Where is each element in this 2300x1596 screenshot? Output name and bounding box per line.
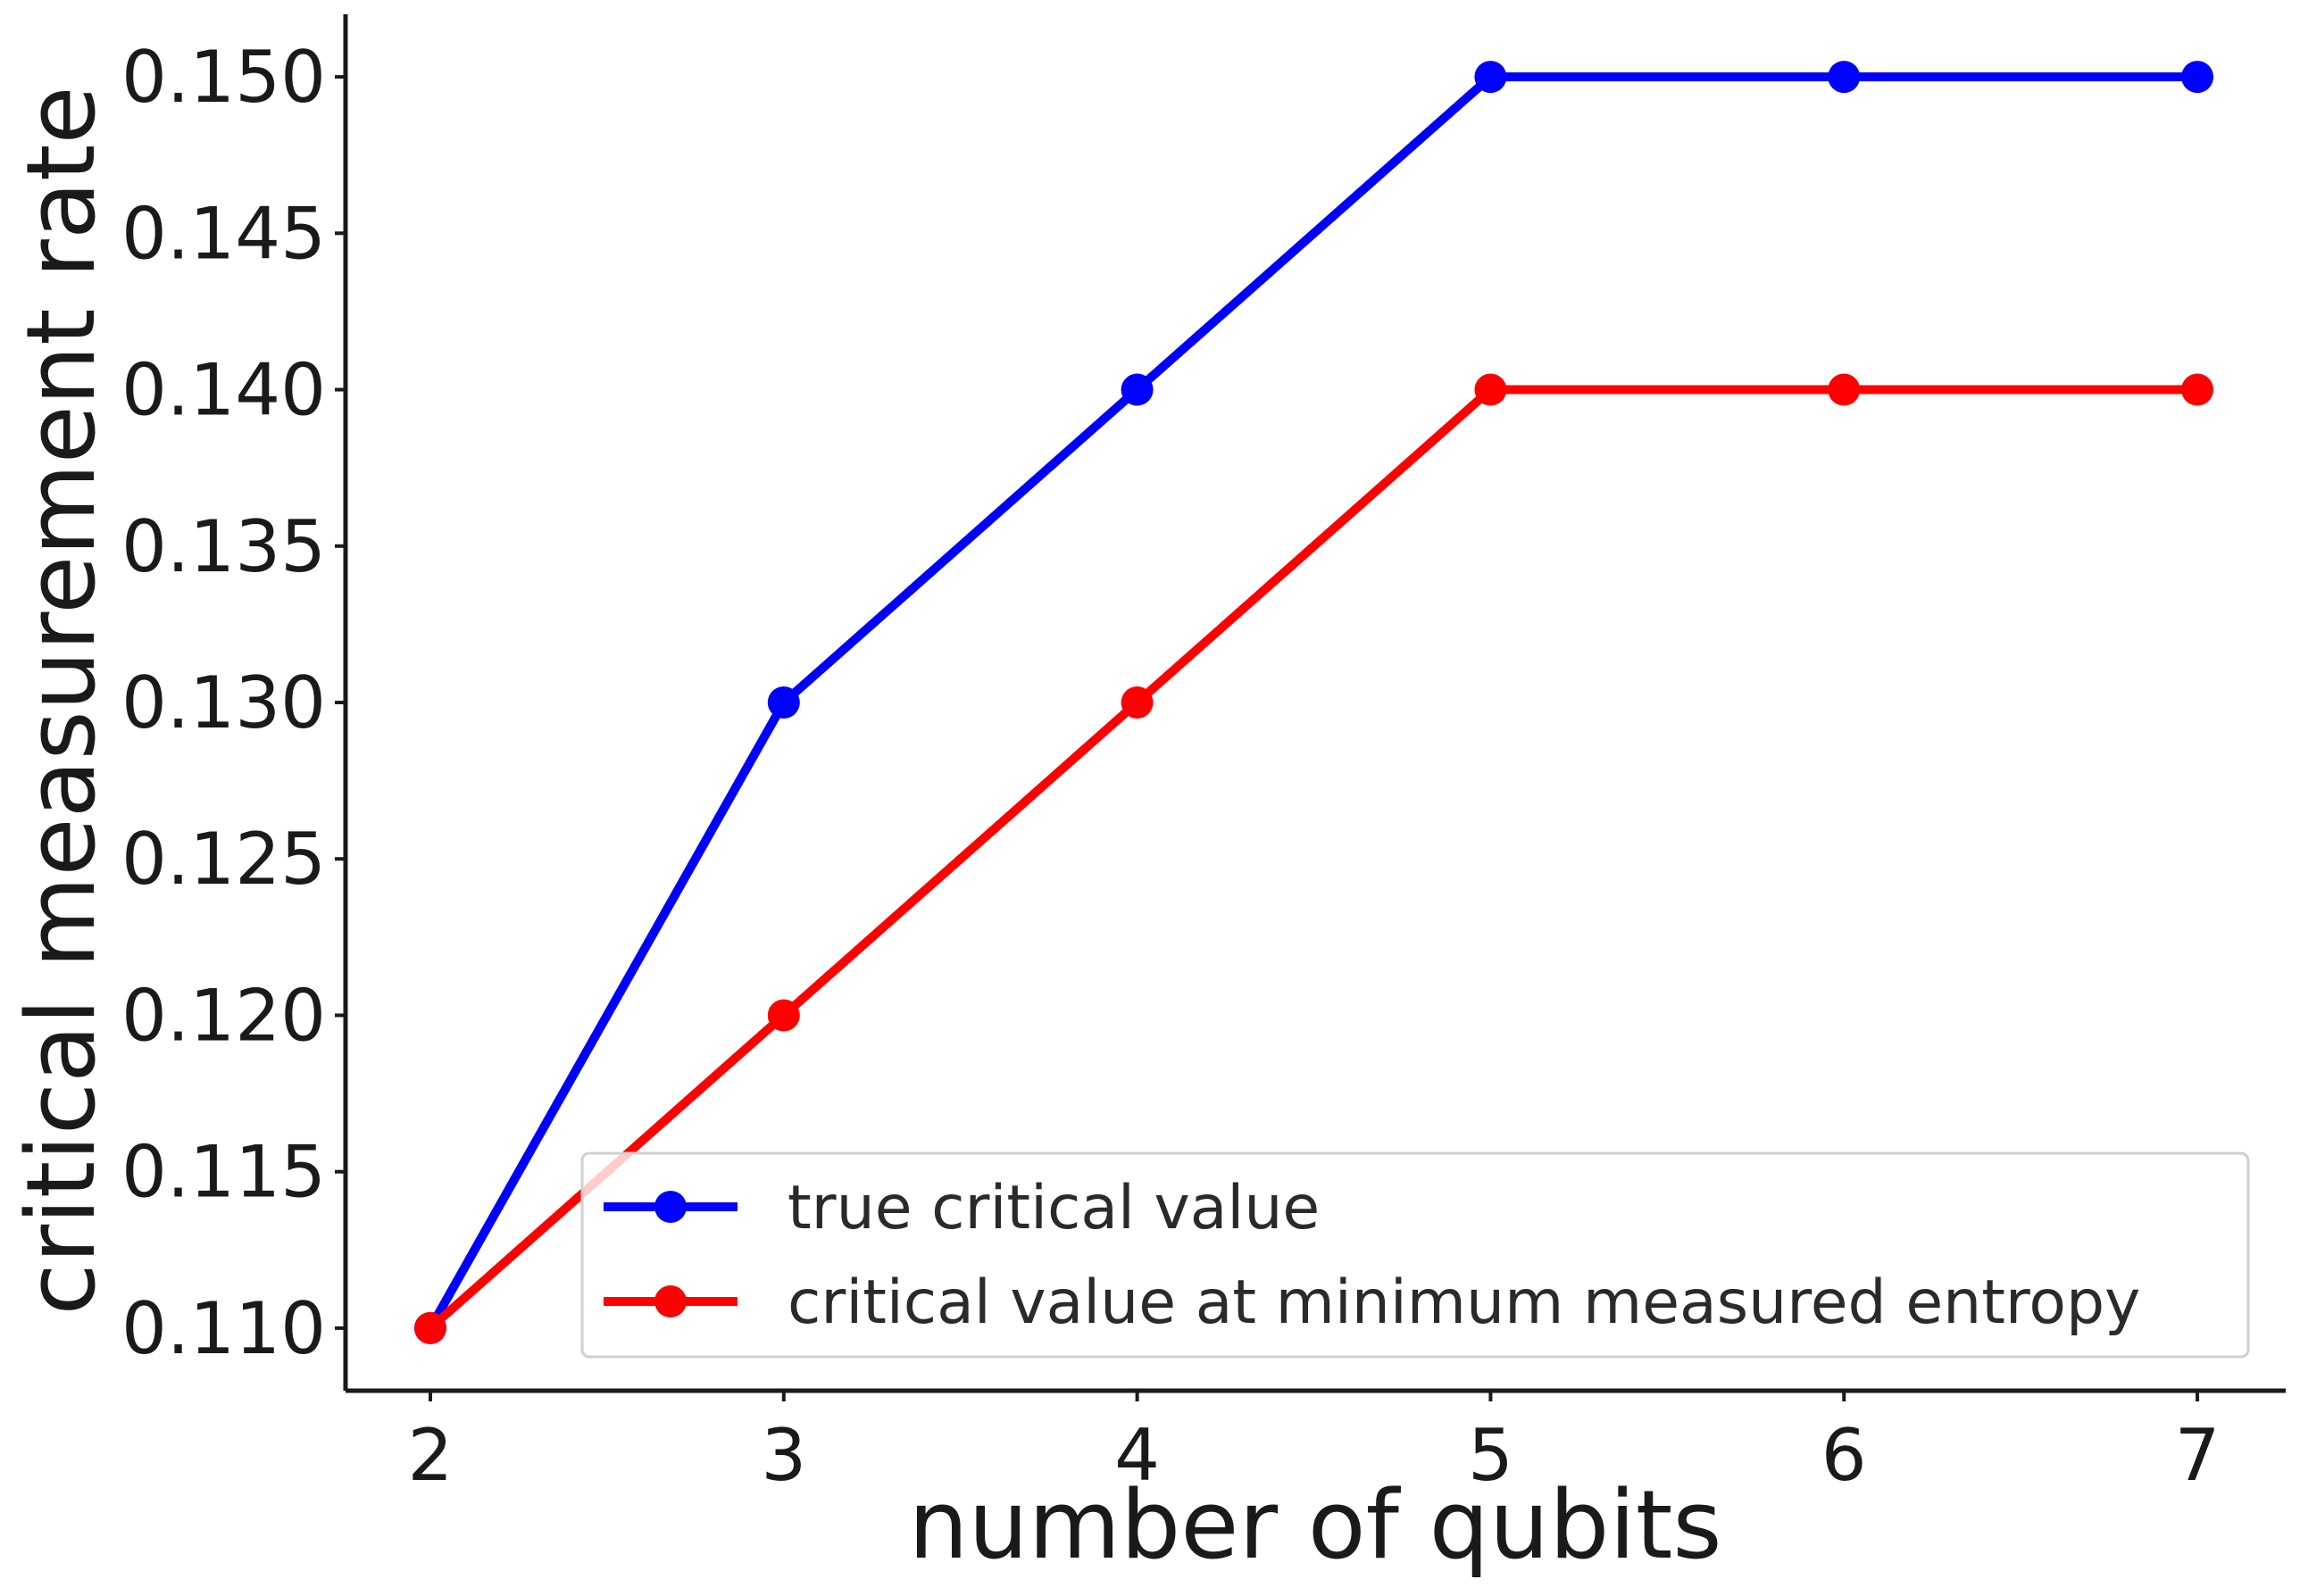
data-point	[1828, 61, 1861, 94]
data-point	[1121, 373, 1154, 406]
data-point	[1474, 373, 1507, 406]
x-tick-label: 5	[1468, 1414, 1513, 1497]
legend-label: critical value at minimum measured entro…	[788, 1268, 2140, 1338]
y-tick-label: 0.120	[121, 974, 326, 1057]
series-line	[426, 72, 2198, 1331]
x-axis-title: number of qubits	[908, 1470, 1721, 1580]
data-point	[767, 686, 800, 719]
data-point	[1474, 61, 1507, 94]
data-point	[767, 999, 800, 1032]
y-tick-label: 0.115	[121, 1131, 326, 1214]
y-tick-label: 0.150	[121, 36, 326, 119]
data-point	[413, 1311, 446, 1344]
legend-marker	[654, 1191, 687, 1223]
y-tick-label: 0.125	[121, 818, 326, 901]
x-tick-label: 3	[761, 1414, 806, 1497]
legend-marker	[654, 1285, 687, 1318]
x-tick-label: 6	[1821, 1414, 1867, 1497]
plot-area	[413, 61, 2214, 1344]
y-tick-label: 0.140	[121, 349, 326, 432]
legend-box	[580, 1151, 2250, 1359]
x-tick-labels: 2 3 4 5 6 7	[408, 1391, 2221, 1497]
data-point	[2181, 61, 2214, 94]
data-point	[2181, 373, 2214, 406]
x-tick-label: 7	[2175, 1414, 2221, 1497]
x-tick-label: 4	[1114, 1414, 1160, 1497]
x-tick-label: 2	[408, 1414, 454, 1497]
legend-label: true critical value	[788, 1173, 1320, 1243]
series-true-critical-value	[413, 61, 2214, 1344]
series-line	[427, 385, 2198, 1332]
y-tick-label: 0.135	[121, 505, 326, 588]
legend-item: critical value at minimum measured entro…	[604, 1268, 2140, 1338]
y-tick-labels: 0.110 0.115 0.120 0.125 0.130 0.135 0.140 0.145…	[121, 36, 346, 1370]
legend-item: true critical value	[604, 1173, 1320, 1243]
data-point	[1121, 686, 1154, 719]
series-critical-value-at-minimum-entropy	[413, 373, 2214, 1344]
y-axis-title: critical measurement rate	[6, 86, 116, 1315]
y-tick-label: 0.130	[121, 661, 326, 744]
y-tick-label: 0.110	[121, 1287, 326, 1370]
y-tick-label: 0.145	[121, 192, 326, 275]
legend: true critical value critical value at min…	[580, 1151, 2250, 1359]
data-point	[1828, 373, 1861, 406]
